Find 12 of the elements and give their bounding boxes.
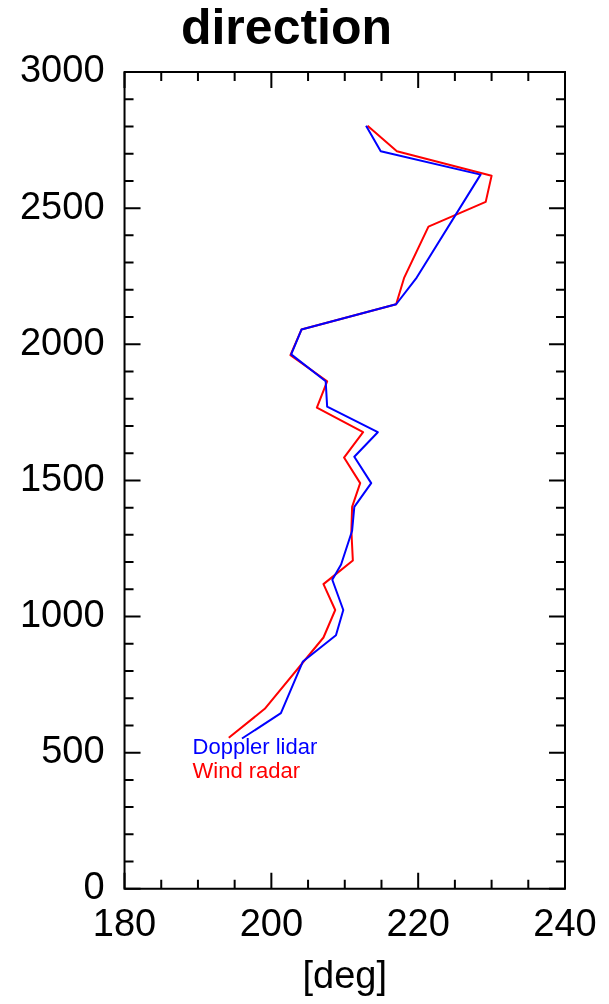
y-tick-label: 500 (41, 729, 105, 772)
x-axis-title: [deg] (302, 953, 388, 996)
x-tick-label: 220 (386, 902, 450, 945)
y-tick-label: 2000 (19, 320, 105, 363)
chart-title: direction (180, 0, 393, 55)
y-tick-label: 3000 (19, 48, 105, 91)
series-label: Doppler lidar (192, 733, 318, 759)
y-tick-label: 2500 (19, 184, 105, 227)
y-tick-label: 1000 (19, 593, 105, 636)
x-tick-label: 200 (239, 902, 304, 945)
x-tick-label: 240 (533, 902, 597, 945)
y-tick-label: 1500 (19, 456, 105, 499)
